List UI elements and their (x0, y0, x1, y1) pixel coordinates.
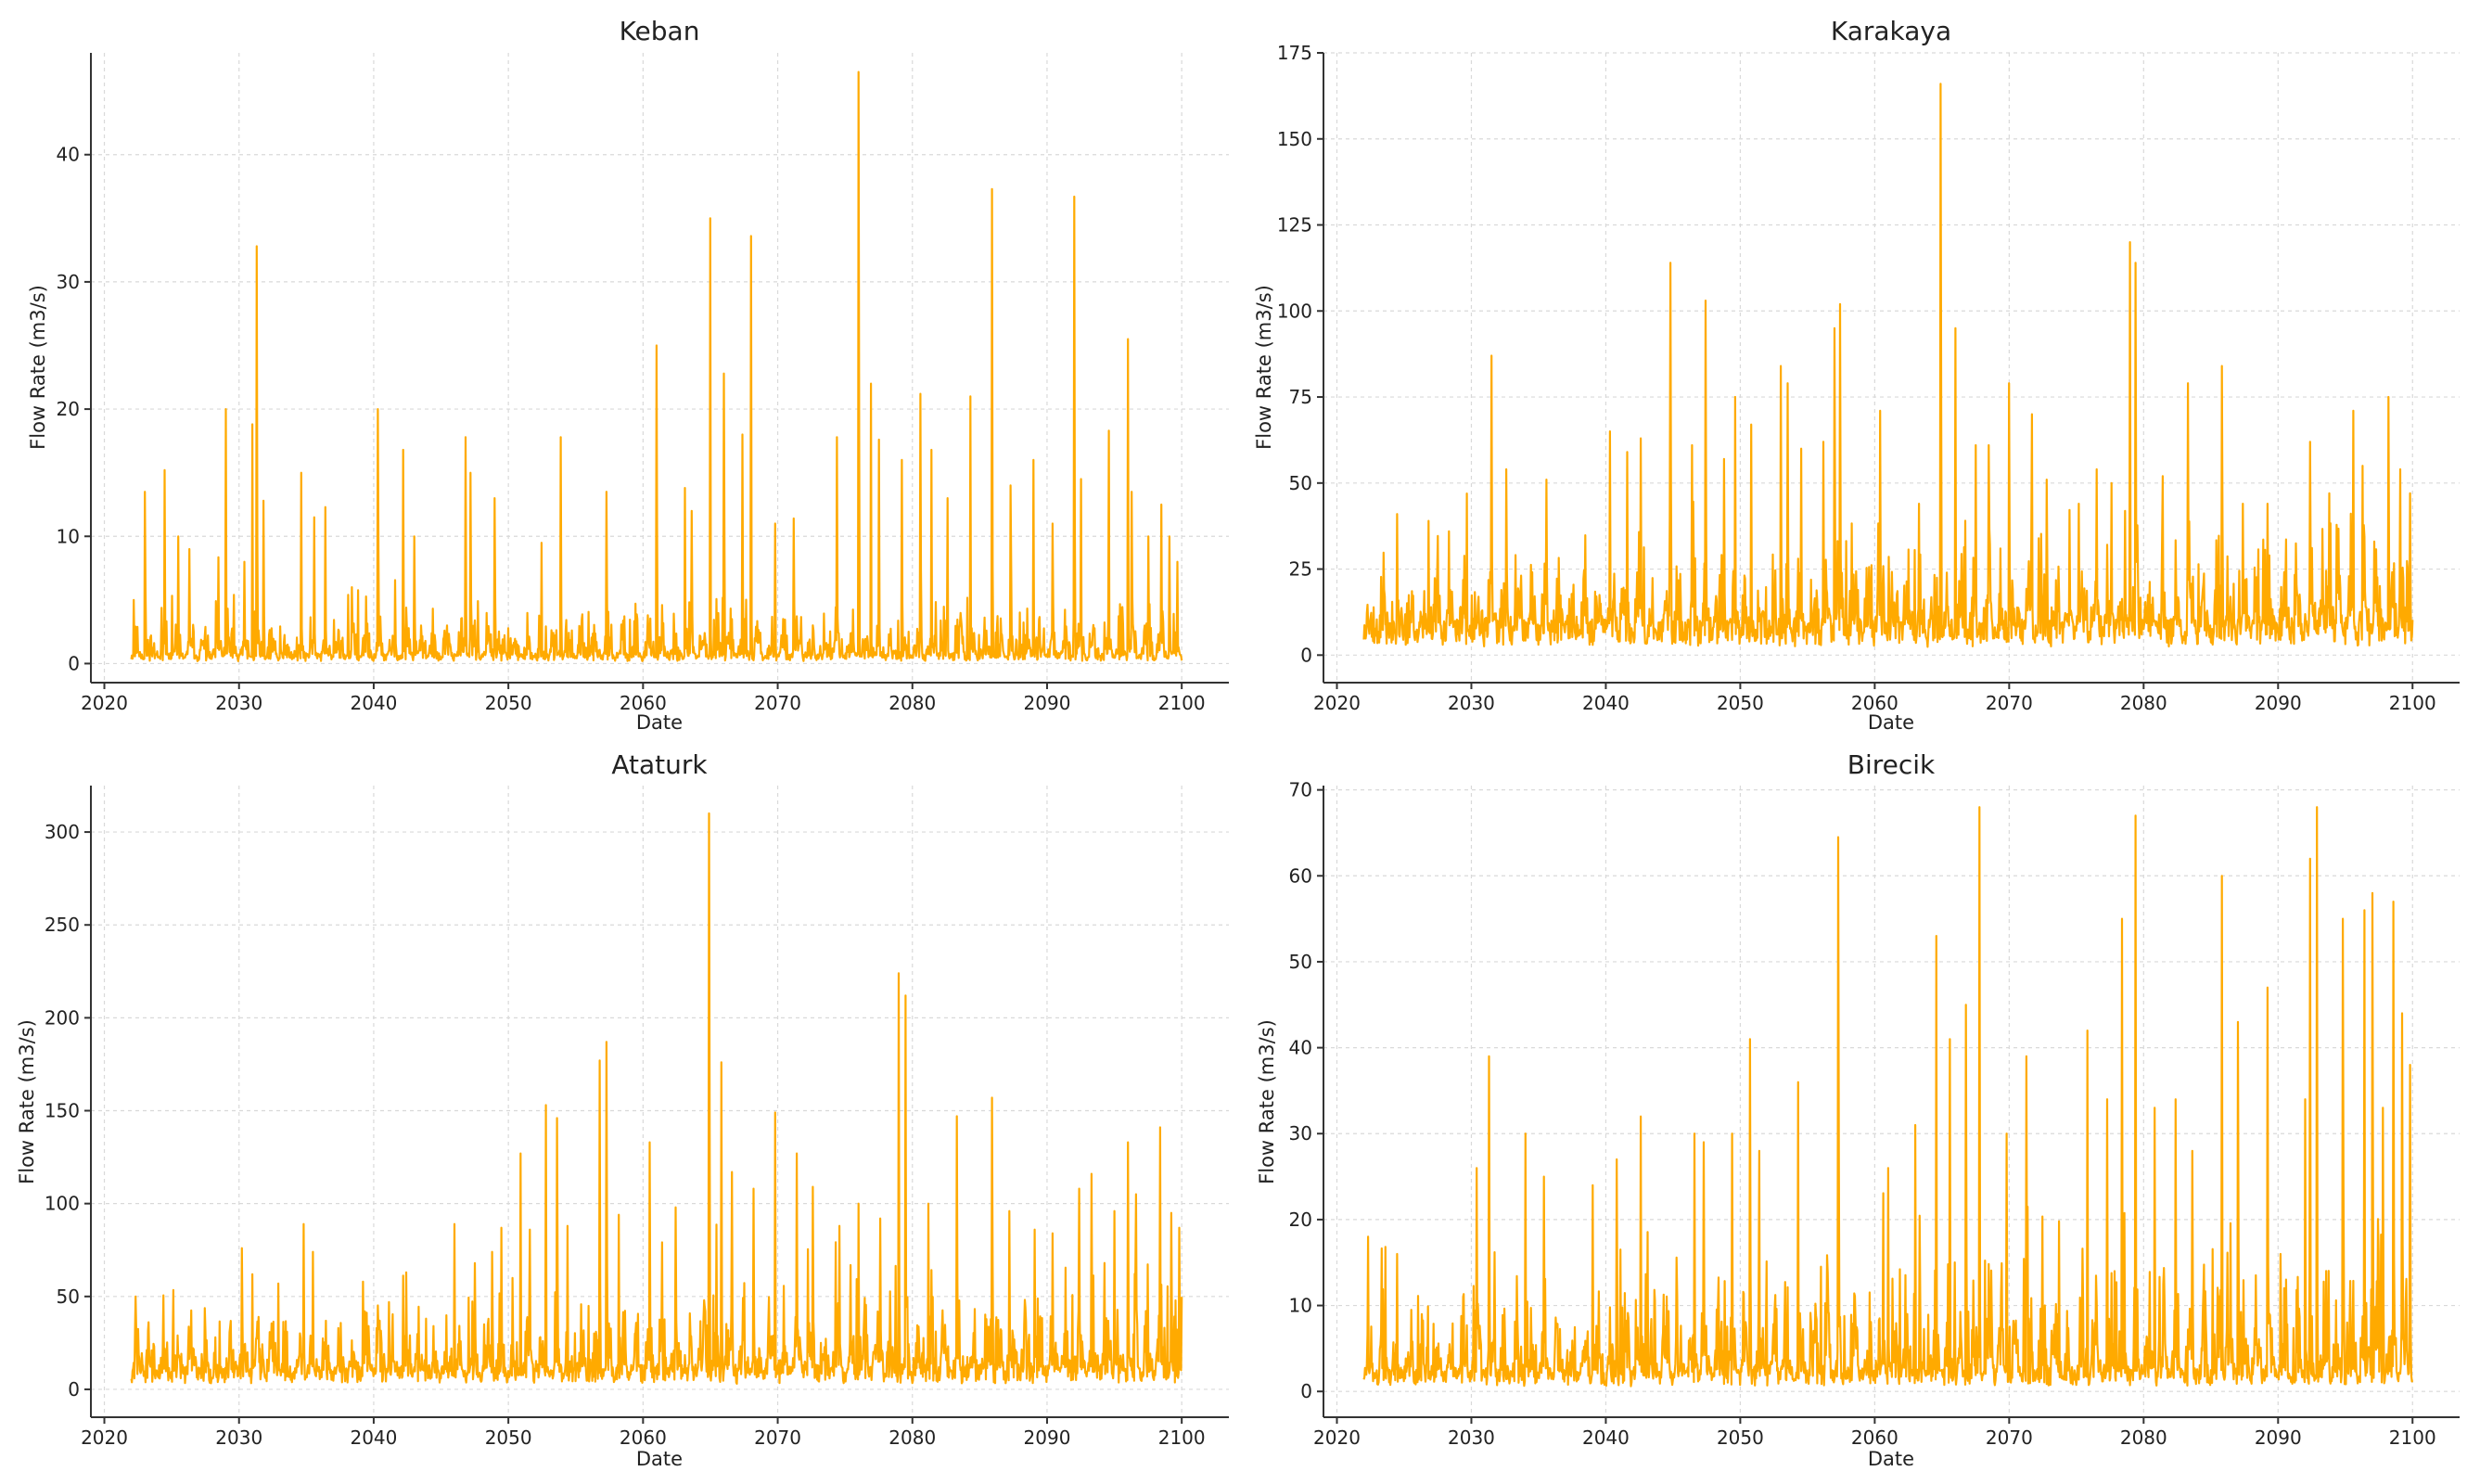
x-tick-label: 2080 (888, 692, 936, 714)
y-tick-label: 175 (1277, 42, 1312, 64)
x-tick-label: 2020 (1313, 1426, 1361, 1449)
x-tick-label: 2050 (1717, 692, 1764, 714)
y-tick-label: 300 (45, 821, 80, 843)
y-tick-label: 20 (57, 398, 80, 420)
y-tick-label: 10 (1289, 1295, 1312, 1317)
x-tick-label: 2100 (1158, 1426, 1206, 1449)
x-tick-label: 2030 (1448, 692, 1495, 714)
y-tick-label: 150 (45, 1100, 80, 1122)
chart-birecik: 2020 2030 2040 2050 2060 2070 2080 2090 21000102… (1256, 749, 2460, 1470)
y-tick-label: 200 (45, 1006, 80, 1029)
x-tick-label: 2030 (215, 1426, 262, 1449)
y-tick-label: 20 (1289, 1209, 1312, 1231)
y-tick-label: 60 (1289, 864, 1312, 887)
y-tick-label: 50 (1289, 951, 1312, 973)
x-axis-label: Date (636, 711, 683, 734)
y-tick-label: 40 (57, 144, 80, 166)
karakaya-flow-series (1362, 83, 2414, 648)
y-tick-label: 30 (57, 271, 80, 293)
y-tick-label: 75 (1289, 386, 1312, 408)
y-axis-label: Flow Rate (m3/s) (27, 285, 49, 450)
y-tick-label: 100 (45, 1193, 80, 1215)
x-tick-label: 2020 (1313, 692, 1361, 714)
x-axis-label: Date (1868, 1448, 1914, 1470)
y-tick-label: 50 (1289, 472, 1312, 494)
y-tick-label: 10 (57, 525, 80, 547)
x-tick-label: 2070 (1986, 692, 2033, 714)
x-tick-label: 2060 (1851, 692, 1898, 714)
x-tick-label: 2100 (1158, 692, 1206, 714)
keban-flow-series (130, 70, 1183, 662)
x-tick-label: 2090 (2255, 1426, 2302, 1449)
y-tick-label: 0 (1300, 644, 1312, 666)
x-tick-label: 2090 (1024, 692, 1071, 714)
y-tick-label: 0 (68, 1378, 80, 1401)
x-tick-label: 2020 (81, 692, 128, 714)
x-tick-label: 2040 (350, 692, 397, 714)
y-axis-label: Flow Rate (m3/s) (1256, 1019, 1278, 1184)
y-tick-label: 70 (1289, 779, 1312, 801)
x-tick-label: 2090 (2255, 692, 2302, 714)
y-axis-label: Flow Rate (m3/s) (1253, 285, 1275, 450)
y-tick-label: 250 (45, 914, 80, 936)
y-tick-label: 30 (1289, 1122, 1312, 1145)
chart-title: Ataturk (611, 749, 708, 780)
y-tick-label: 25 (1289, 558, 1312, 581)
y-tick-label: 0 (1300, 1380, 1312, 1402)
chart-keban: 2020 2030 2040 2050 2060 2070 2080 2090 21000102… (27, 16, 1229, 734)
birecik-flow-series (1362, 806, 2414, 1388)
x-tick-label: 2050 (485, 692, 532, 714)
x-axis-label: Date (1868, 711, 1914, 734)
chart-title: Karakaya (1831, 16, 1951, 46)
y-tick-label: 150 (1277, 128, 1312, 150)
x-tick-label: 2040 (1582, 1426, 1630, 1449)
y-tick-label: 0 (68, 652, 80, 674)
x-tick-label: 2050 (1717, 1426, 1764, 1449)
chart-title: Birecik (1847, 749, 1936, 780)
y-tick-label: 100 (1277, 300, 1312, 322)
x-tick-label: 2050 (485, 1426, 532, 1449)
x-tick-label: 2080 (2120, 1426, 2167, 1449)
x-tick-label: 2080 (888, 1426, 936, 1449)
x-tick-label: 2070 (1986, 1426, 2033, 1449)
y-tick-label: 125 (1277, 214, 1312, 237)
y-tick-label: 50 (57, 1286, 80, 1308)
x-tick-label: 2060 (1851, 1426, 1898, 1449)
y-axis-label: Flow Rate (m3/s) (16, 1019, 38, 1184)
chart-ataturk: 2020 2030 2040 2050 2060 2070 2080 2090 2100 0 50 1… (16, 749, 1229, 1470)
x-tick-label: 2100 (2389, 692, 2436, 714)
x-tick-label: 2070 (754, 692, 801, 714)
x-tick-label: 2100 (2389, 1426, 2436, 1449)
x-tick-label: 2070 (754, 1426, 801, 1449)
x-axis-label: Date (636, 1448, 683, 1470)
x-tick-label: 2030 (215, 692, 262, 714)
x-tick-label: 2060 (620, 1426, 667, 1449)
y-tick-label: 40 (1289, 1037, 1312, 1059)
chart-karakaya: 2020 2030 2040 2050 2060 2070 2080 2090 2100 0 25 5… (1253, 16, 2460, 734)
x-tick-label: 2040 (1582, 692, 1630, 714)
x-tick-label: 2080 (2120, 692, 2167, 714)
x-tick-label: 2090 (1024, 1426, 1071, 1449)
ataturk-flow-series (130, 812, 1183, 1385)
x-tick-label: 2020 (81, 1426, 128, 1449)
x-tick-label: 2030 (1448, 1426, 1495, 1449)
x-tick-label: 2040 (350, 1426, 397, 1449)
chart-title: Keban (620, 16, 700, 46)
x-tick-label: 2060 (620, 692, 667, 714)
